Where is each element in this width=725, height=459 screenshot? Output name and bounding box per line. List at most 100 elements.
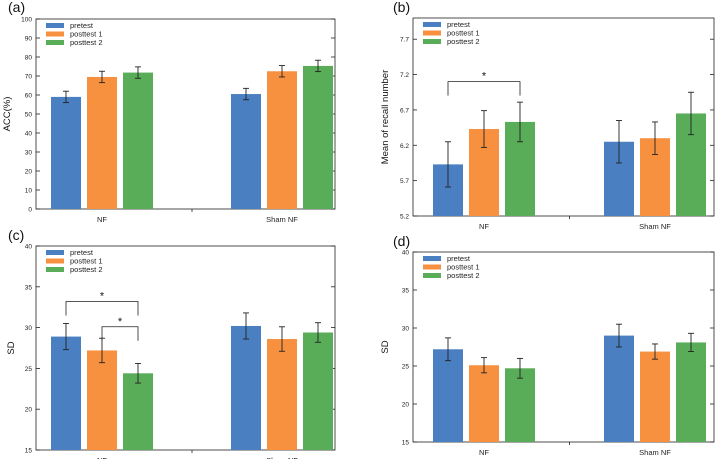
legend-swatch bbox=[423, 39, 441, 44]
y-tick-label: 7.7 bbox=[400, 37, 409, 44]
significance-star: * bbox=[100, 290, 105, 302]
y-tick-label: 40 bbox=[402, 250, 410, 257]
legend-swatch bbox=[423, 30, 441, 36]
legend-swatch bbox=[46, 258, 64, 264]
panel-b: (b) 5.2 5.7 6.2 6.7 7.2 7.7 Mean of recall numb… bbox=[380, 0, 715, 231]
significance-bracket bbox=[101, 326, 139, 341]
y-tick-label: 20 bbox=[25, 407, 33, 414]
y-axis-label: SD bbox=[380, 340, 391, 353]
y-tick-label: 0 bbox=[28, 207, 32, 214]
bar-pretest-shamnf bbox=[231, 94, 261, 209]
y-tick-label: 25 bbox=[402, 364, 410, 371]
y-tick-label: 90 bbox=[25, 36, 33, 43]
significance-bracket bbox=[65, 301, 139, 316]
y-axis-label: Mean of recall number bbox=[380, 70, 391, 165]
legend-label: posttest 2 bbox=[447, 271, 480, 280]
bar-posttest2-shamnf bbox=[303, 65, 333, 210]
bar-posttest1-shamnf bbox=[267, 71, 297, 209]
y-tick-label: 6.2 bbox=[400, 143, 409, 150]
bar-posttest1-shamnf bbox=[640, 351, 670, 442]
bar-pretest-nf bbox=[51, 96, 81, 209]
panel-label: (a) bbox=[8, 0, 25, 15]
legend-label: posttest 2 bbox=[70, 265, 103, 274]
panel-label: (d) bbox=[393, 233, 410, 249]
panel-label: (c) bbox=[8, 227, 24, 243]
bar-posttest1-nf bbox=[469, 365, 499, 442]
x-tick-label: Sham NF bbox=[266, 215, 298, 224]
significance-star: * bbox=[482, 71, 487, 83]
x-tick-label: NF bbox=[479, 222, 489, 231]
x-tick-label: Sham NF bbox=[266, 456, 298, 459]
legend-label: pretest bbox=[447, 254, 471, 263]
plot-frame bbox=[412, 251, 715, 443]
y-tick-label: 70 bbox=[25, 74, 33, 81]
x-tick-label: Sham NF bbox=[639, 448, 671, 457]
legend-label: pretest bbox=[447, 20, 471, 29]
bar-pretest-shamnf bbox=[231, 325, 261, 450]
legend-swatch bbox=[46, 40, 64, 45]
bar-posttest1-nf bbox=[87, 76, 117, 209]
bar-posttest2-nf bbox=[123, 72, 153, 209]
y-tick-label: 40 bbox=[25, 244, 33, 251]
bar-posttest2-shamnf bbox=[303, 332, 333, 450]
legend-label: pretest bbox=[70, 248, 94, 257]
bar-posttest1-nf bbox=[87, 350, 117, 450]
bar-posttest1-shamnf bbox=[267, 339, 297, 450]
y-tick-label: 40 bbox=[25, 131, 33, 138]
y-tick-label: 20 bbox=[402, 402, 410, 409]
significance-bracket bbox=[447, 81, 521, 96]
y-tick-label: 35 bbox=[25, 284, 33, 291]
legend-label: posttest 1 bbox=[447, 29, 480, 38]
panel-a: (a) 0 10 20 30 40 50 60 70 80 90 100 ACC(%) NF Sham NF… bbox=[2, 0, 336, 224]
legend-swatch bbox=[46, 267, 64, 272]
y-tick-label: 5.2 bbox=[400, 214, 409, 221]
y-tick-label: 10 bbox=[25, 188, 33, 195]
y-axis-label: ACC(%) bbox=[2, 97, 13, 132]
legend-label: posttest 1 bbox=[447, 263, 480, 272]
x-tick-label: NF bbox=[97, 456, 107, 459]
bar-pretest-nf bbox=[433, 349, 463, 442]
panel-label: (b) bbox=[393, 0, 410, 15]
y-tick-label: 50 bbox=[25, 112, 33, 119]
legend-label: posttest 1 bbox=[70, 30, 103, 39]
bar-posttest2-nf bbox=[123, 373, 153, 450]
bar-pretest-nf bbox=[51, 336, 81, 450]
legend-label: pretest bbox=[70, 21, 94, 30]
y-tick-label: 6.7 bbox=[400, 107, 409, 114]
legend-swatch bbox=[423, 256, 441, 261]
legend-label: posttest 2 bbox=[70, 38, 103, 47]
significance-star: * bbox=[118, 316, 123, 328]
y-tick-label: 30 bbox=[402, 326, 410, 333]
x-tick-label: NF bbox=[479, 448, 489, 457]
legend-swatch bbox=[423, 264, 441, 270]
y-tick-label: 80 bbox=[25, 55, 33, 62]
y-tick-label: 25 bbox=[25, 366, 33, 373]
y-tick-label: 7.2 bbox=[400, 72, 409, 79]
y-tick-label: 20 bbox=[25, 169, 33, 176]
x-tick-label: Sham NF bbox=[639, 222, 671, 231]
legend-swatch bbox=[46, 23, 64, 28]
legend-label: posttest 1 bbox=[70, 257, 103, 266]
legend-swatch bbox=[423, 22, 441, 27]
y-tick-label: 30 bbox=[25, 150, 33, 157]
legend-label: posttest 2 bbox=[447, 37, 480, 46]
x-tick-label: NF bbox=[97, 215, 107, 224]
bar-posttest2-shamnf bbox=[676, 342, 706, 442]
plot-frame bbox=[412, 17, 715, 217]
legend-swatch bbox=[46, 31, 64, 37]
y-tick-label: 5.7 bbox=[400, 178, 409, 185]
bar-posttest2-nf bbox=[505, 368, 535, 442]
legend-swatch bbox=[46, 250, 64, 255]
y-tick-label: 30 bbox=[25, 325, 33, 332]
y-tick-label: 60 bbox=[25, 93, 33, 100]
plot-frame bbox=[35, 245, 336, 451]
legend-swatch bbox=[423, 273, 441, 278]
y-axis-label: SD bbox=[6, 341, 17, 354]
